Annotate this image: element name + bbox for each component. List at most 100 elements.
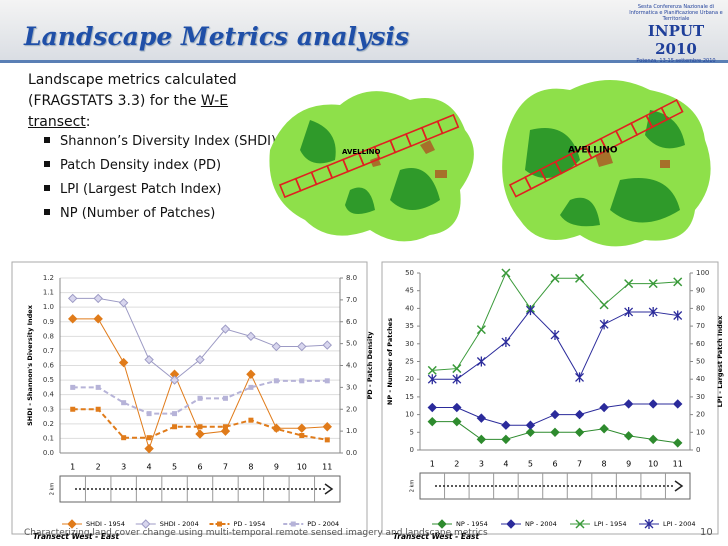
y-tick-label: 50 <box>405 269 414 277</box>
marker <box>575 273 585 283</box>
y2-tick-label: 1.0 <box>346 427 357 435</box>
x-tick-label: 6 <box>552 460 557 469</box>
marker <box>95 384 101 390</box>
bullet-mark <box>44 209 50 215</box>
y-axis-label: NP - Number of Patches <box>386 318 394 405</box>
x-tick-label: 5 <box>528 460 533 469</box>
x-tick-label: 6 <box>197 463 202 472</box>
y-tick-label: 30 <box>405 340 414 348</box>
marker <box>68 293 78 304</box>
y-tick-label: 40 <box>405 304 414 312</box>
x-tick-label: 1 <box>430 460 435 469</box>
page-number: 10 <box>700 527 713 538</box>
y2-tick-label: 5.0 <box>346 340 357 348</box>
marker <box>93 293 103 304</box>
marker <box>575 519 585 529</box>
y-tick-label: 0.8 <box>43 332 54 340</box>
y2-tick-label: 6.0 <box>346 318 357 326</box>
x-tick-label: 4 <box>503 460 508 469</box>
marker <box>297 423 307 433</box>
transect-cell <box>660 99 684 121</box>
legend-label: NP - 2004 <box>525 520 557 528</box>
marker <box>297 341 307 352</box>
marker <box>70 406 76 412</box>
y2-tick-label: 7.0 <box>346 296 357 304</box>
bullet-mark <box>44 137 50 143</box>
marker <box>452 364 462 374</box>
y2-tick-label: 20 <box>696 411 705 419</box>
marker <box>144 443 154 454</box>
marker <box>195 354 205 365</box>
marker <box>574 409 585 420</box>
transect-box <box>419 472 691 500</box>
link[interactable]: W-E transect <box>28 93 229 130</box>
y-tick-label: 10 <box>405 411 414 419</box>
marker <box>197 395 203 401</box>
bullet: LPI (Largest Patch Index) <box>44 178 276 202</box>
legend-label: LPI - 2004 <box>663 520 695 528</box>
bullet-text: LPI (Largest Patch Index) <box>60 182 222 197</box>
marker <box>217 521 222 527</box>
chart-frame <box>381 261 719 535</box>
y-tick-label: 0.5 <box>43 376 54 384</box>
map-label: AVELLINO <box>568 146 618 156</box>
marker <box>476 434 487 445</box>
y-tick-label: 5 <box>410 428 414 436</box>
marker <box>299 433 305 438</box>
y-tick-label: 1.2 <box>43 274 54 282</box>
marker <box>220 324 231 334</box>
y-tick-label: 0.1 <box>43 434 54 442</box>
bullet-list: Shannon’s Diversity Index (SHDI) Patch De… <box>44 130 276 226</box>
marker <box>248 384 254 390</box>
arrow-head <box>674 480 684 492</box>
y2-tick-label: 0 <box>696 446 700 454</box>
marker <box>427 365 437 375</box>
marker <box>121 435 127 441</box>
x-tick-label: 9 <box>626 460 631 469</box>
y-tick-label: 25 <box>405 358 414 366</box>
y-tick-label: 35 <box>405 322 414 330</box>
marker <box>222 424 228 430</box>
marker <box>67 519 77 529</box>
transect <box>278 113 460 199</box>
marker <box>648 434 658 445</box>
marker <box>550 273 560 283</box>
marker <box>624 306 634 317</box>
bullet-mark <box>44 161 50 167</box>
y-tick-label: 0.0 <box>43 449 54 457</box>
marker <box>437 519 447 529</box>
maps: AVELLINO AVELLINO <box>269 80 711 247</box>
marker <box>427 374 437 385</box>
intro-text: : <box>85 114 91 130</box>
bullet-text: Patch Density index (PD) <box>60 158 222 173</box>
marker <box>197 424 203 430</box>
x-tick-label: 5 <box>172 463 177 472</box>
marker <box>222 395 228 401</box>
chart-frame <box>11 261 368 535</box>
x-tick-label: 7 <box>577 460 582 469</box>
marker <box>169 375 180 385</box>
marker <box>673 399 683 409</box>
marker <box>644 519 654 529</box>
marker <box>273 378 279 384</box>
map-label: AVELLINO <box>342 148 381 156</box>
y-tick-label: 1.0 <box>43 303 54 311</box>
transect-cell <box>436 113 460 135</box>
bullet: Patch Density index (PD) <box>44 154 276 178</box>
y2-tick-label: 10 <box>696 428 705 436</box>
x-tick-label: 7 <box>223 463 228 472</box>
x-tick-label: 8 <box>248 463 253 472</box>
marker <box>322 422 332 432</box>
marker <box>599 300 609 310</box>
x-tick-label: 10 <box>648 460 658 469</box>
y-tick-label: 0.6 <box>43 362 55 370</box>
y2-tick-label: 80 <box>696 304 705 312</box>
marker <box>322 340 332 350</box>
marker <box>271 341 282 352</box>
marker <box>673 277 683 287</box>
marker <box>506 519 516 529</box>
marker <box>501 268 511 278</box>
marker <box>427 416 437 427</box>
logo-line: Potenza, 13-15 settembre 2010 <box>636 58 716 64</box>
transect-box <box>59 475 341 503</box>
